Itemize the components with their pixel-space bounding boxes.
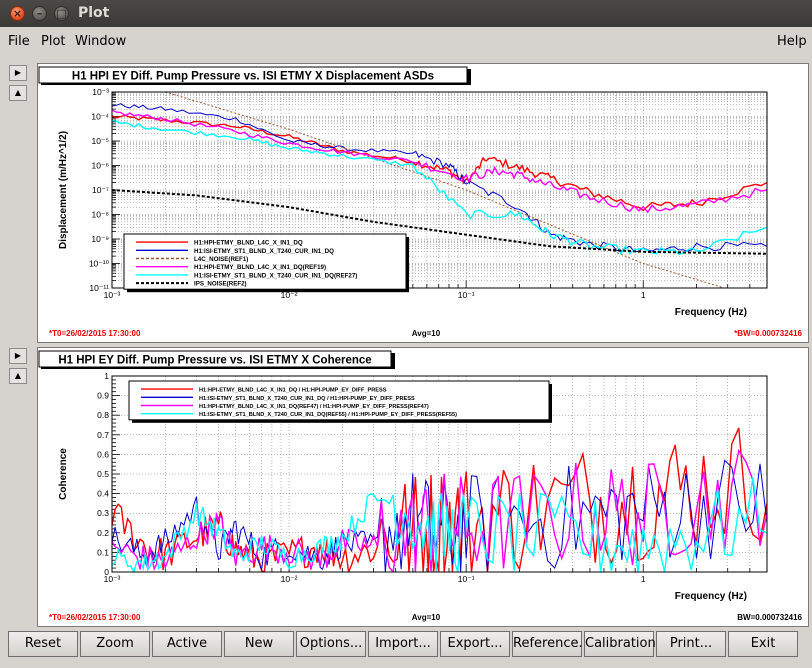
y-tick-label: 10⁻⁴ xyxy=(91,112,109,122)
menu-plot[interactable]: Plot xyxy=(41,34,66,49)
bw-label: BW=0.000732416 xyxy=(737,613,802,622)
title-bar: × – □ Plot xyxy=(0,0,812,27)
y-tick-label: 0.1 xyxy=(97,547,109,557)
calibration-button[interactable]: Calibration... xyxy=(584,631,668,657)
menu-bar: File Plot Window Help xyxy=(0,27,812,57)
zoom-button[interactable]: Zoom xyxy=(80,631,150,657)
button-bar: Reset Zoom Active New Options... Import.… xyxy=(8,631,804,657)
title-box xyxy=(38,66,468,84)
x-tick-label: 10⁻¹ xyxy=(458,574,475,584)
y-axis-title: Coherence xyxy=(58,448,69,500)
plot-frame xyxy=(111,375,768,573)
maximize-window-button[interactable]: □ xyxy=(54,6,69,21)
y-tick-label: 0.2 xyxy=(97,528,109,538)
plot-title: H1 HPI EY Diff. Pump Pressure vs. ISI ET… xyxy=(58,355,371,367)
y-tick-label: 0.8 xyxy=(97,410,109,420)
x-axis-title: Frequency (Hz) xyxy=(675,307,747,318)
title-box xyxy=(38,350,392,368)
bw-label: *BW=0.000732416 xyxy=(734,329,802,338)
legend-entry-2: L4C_NOISE(REF1) xyxy=(194,256,248,263)
series-line-0 xyxy=(112,427,767,572)
options-button[interactable]: Options... xyxy=(296,631,366,657)
y-tick-label: 0.3 xyxy=(97,508,109,518)
y-tick-label: 10⁻⁹ xyxy=(91,234,109,244)
plot-title: H1 HPI EY Diff. Pump Pressure vs. ISI ET… xyxy=(72,71,434,83)
legend-entry-0: H1:HPI-ETMY_BLND_L4C_X_IN1_DQ xyxy=(194,240,303,247)
legend-box xyxy=(128,380,550,421)
export-button[interactable]: Export... xyxy=(440,631,510,657)
close-icon: × xyxy=(12,7,23,20)
y-tick-label: 0.6 xyxy=(97,449,109,459)
legend-entry-1: H1:ISI-ETMY_ST1_BLND_X_T240_CUR_IN1_DQ xyxy=(194,248,334,255)
avg-label: Avg=10 xyxy=(412,613,441,622)
y-tick-label: 10⁻¹¹ xyxy=(89,283,109,293)
reset-button[interactable]: Reset xyxy=(8,631,78,657)
import-button[interactable]: Import... xyxy=(368,631,438,657)
x-tick-label: 10⁻³ xyxy=(104,574,121,584)
coherence-plot-svg[interactable]: H1 HPI EY Diff. Pump Pressure vs. ISI ET… xyxy=(37,347,809,627)
menu-window[interactable]: Window xyxy=(75,34,127,49)
exit-button[interactable]: Exit xyxy=(728,631,798,657)
legend-entry-5: IPS_NOISE(REF2) xyxy=(194,281,247,288)
asd-plot-svg[interactable]: H1 HPI EY Diff. Pump Pressure vs. ISI ET… xyxy=(37,63,809,343)
x-tick-label: 1 xyxy=(641,290,646,300)
x-tick-label: 10⁻² xyxy=(281,574,298,584)
pad1-expand-button[interactable]: ▶ xyxy=(9,65,27,81)
y-tick-label: 10⁻⁵ xyxy=(92,136,109,146)
series-line-3 xyxy=(112,477,767,572)
x-axis-title: Frequency (Hz) xyxy=(675,591,747,602)
y-tick-label: 1 xyxy=(104,371,109,381)
legend-entry-0: H1:HPI-ETMY_BLND_L4C_X_IN1_DQ / H1:HPI-P… xyxy=(199,388,387,394)
reference-button[interactable]: Reference... xyxy=(512,631,591,657)
legend-entry-3: H1:HPI-ETMY_BLND_L4C_X_IN1_DQ(REF19) xyxy=(194,264,326,271)
y-tick-label: 0.5 xyxy=(97,469,109,479)
y-tick-label: 0 xyxy=(104,567,109,577)
pad1-up-button[interactable]: ▲ xyxy=(9,85,27,101)
y-tick-label: 10⁻¹⁰ xyxy=(89,259,110,269)
avg-label: Avg=10 xyxy=(412,329,441,338)
y-tick-label: 0.7 xyxy=(97,430,109,440)
minimize-icon: – xyxy=(36,7,43,20)
menu-help[interactable]: Help xyxy=(777,34,807,49)
plot-frame xyxy=(111,91,768,289)
x-tick-label: 10⁻³ xyxy=(104,290,121,300)
y-axis-title: Displacement (m/Hz^1/2) xyxy=(58,131,69,249)
coherence-plot-pad[interactable]: H1 HPI EY Diff. Pump Pressure vs. ISI ET… xyxy=(37,347,809,627)
series-line-5 xyxy=(112,189,767,255)
pad2-up-button[interactable]: ▲ xyxy=(9,368,27,384)
legend-box xyxy=(123,233,407,290)
minimize-window-button[interactable]: – xyxy=(32,6,47,21)
legend-entry-2: H1:HPI-ETMY_BLND_L4C_X_IN1_DQ(REF47) / H… xyxy=(199,404,429,410)
series-line-3 xyxy=(112,109,767,214)
x-tick-label: 1 xyxy=(641,574,646,584)
y-tick-label: 10⁻⁸ xyxy=(91,210,109,220)
maximize-icon: □ xyxy=(56,7,67,20)
legend-entry-1: H1:ISI-ETMY_ST1_BLND_X_T240_CUR_IN1_DQ /… xyxy=(199,396,415,402)
series-line-0 xyxy=(112,114,767,212)
series-line-2 xyxy=(165,92,727,288)
y-tick-label: 10⁻⁶ xyxy=(92,161,109,171)
y-tick-label: 0.4 xyxy=(97,489,109,499)
window-title: Plot xyxy=(78,5,110,21)
series-line-4 xyxy=(112,119,767,256)
y-tick-label: 10⁻³ xyxy=(92,87,109,97)
new-button[interactable]: New xyxy=(224,631,294,657)
legend-entry-4: H1:ISI-ETMY_ST1_BLND_X_T240_CUR_IN1_DQ(R… xyxy=(194,272,357,279)
t0-label: *T0=26/02/2015 17:30:00 xyxy=(49,329,141,338)
x-tick-label: 10⁻² xyxy=(281,290,298,300)
t0-label: *T0=26/02/2015 17:30:00 xyxy=(49,613,141,622)
menu-file[interactable]: File xyxy=(8,34,30,49)
close-window-button[interactable]: × xyxy=(10,6,25,21)
asd-plot-pad[interactable]: H1 HPI EY Diff. Pump Pressure vs. ISI ET… xyxy=(37,63,809,343)
legend-entry-3: H1:ISI-ETMY_ST1_BLND_X_T240_CUR_IN1_DQ(R… xyxy=(199,412,457,418)
active-button[interactable]: Active xyxy=(152,631,222,657)
pad2-expand-button[interactable]: ▶ xyxy=(9,348,27,364)
y-tick-label: 0.9 xyxy=(97,391,109,401)
y-tick-label: 10⁻⁷ xyxy=(92,185,109,195)
x-tick-label: 10⁻¹ xyxy=(458,290,475,300)
print-button[interactable]: Print... xyxy=(656,631,726,657)
